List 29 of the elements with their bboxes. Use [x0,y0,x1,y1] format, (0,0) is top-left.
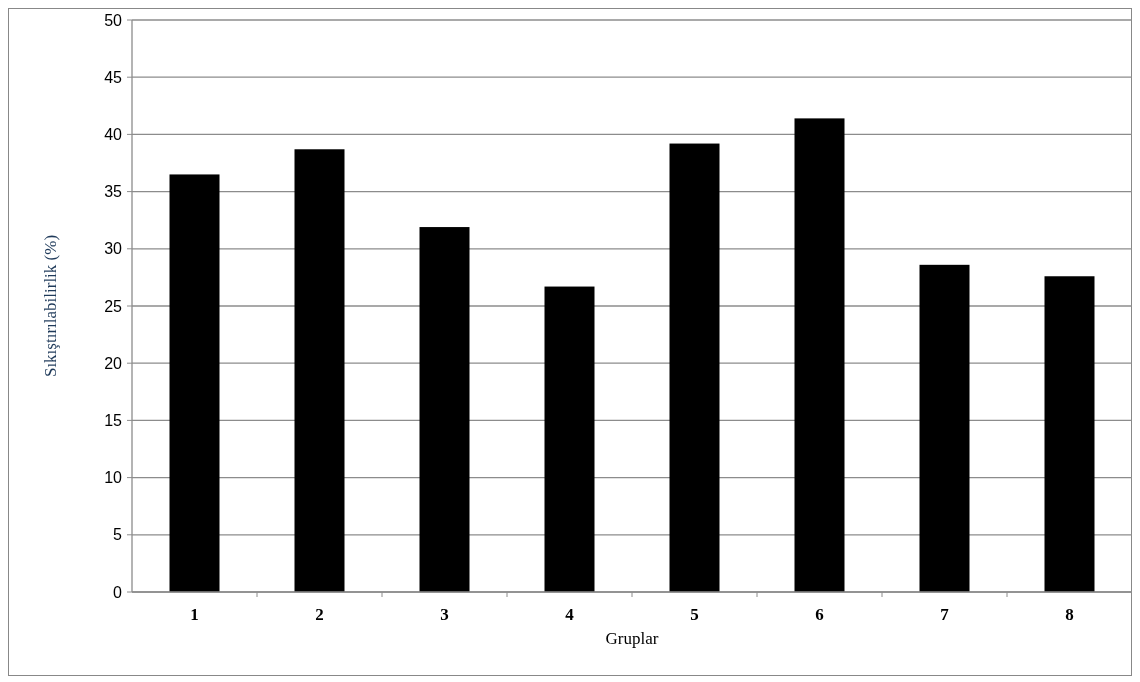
y-axis-title: Sıkıştırılabilirlik (%) [41,234,60,378]
bar [919,264,970,592]
bar [419,227,470,592]
x-tick-label: 6 [815,605,824,624]
y-tick-label: 40 [104,126,123,143]
x-axis-title: Gruplar [605,629,659,648]
y-tick-label: 20 [104,354,123,372]
bar [294,149,345,592]
bar [544,286,595,592]
x-tick-label: 3 [440,605,449,624]
y-tick-label: 10 [104,469,123,487]
x-tick-label: 1 [190,605,199,624]
x-tick-label: 5 [690,605,699,624]
y-tick-label: 0 [113,583,123,601]
y-tick-label: 30 [104,240,123,258]
bar [1044,276,1095,592]
bar [669,143,720,592]
y-tick-label: 15 [104,412,123,429]
bar [169,174,220,592]
y-tick-label: 35 [104,183,123,201]
y-tick-label: 45 [104,68,123,86]
x-tick-label: 7 [940,605,950,624]
x-tick-label: 8 [1065,605,1074,624]
bar [794,118,845,592]
y-tick-label: 50 [104,11,123,29]
y-tick-label: 5 [113,526,123,544]
x-tick-label: 4 [565,605,575,624]
y-tick-label: 25 [104,297,123,315]
x-tick-label: 2 [315,605,324,624]
